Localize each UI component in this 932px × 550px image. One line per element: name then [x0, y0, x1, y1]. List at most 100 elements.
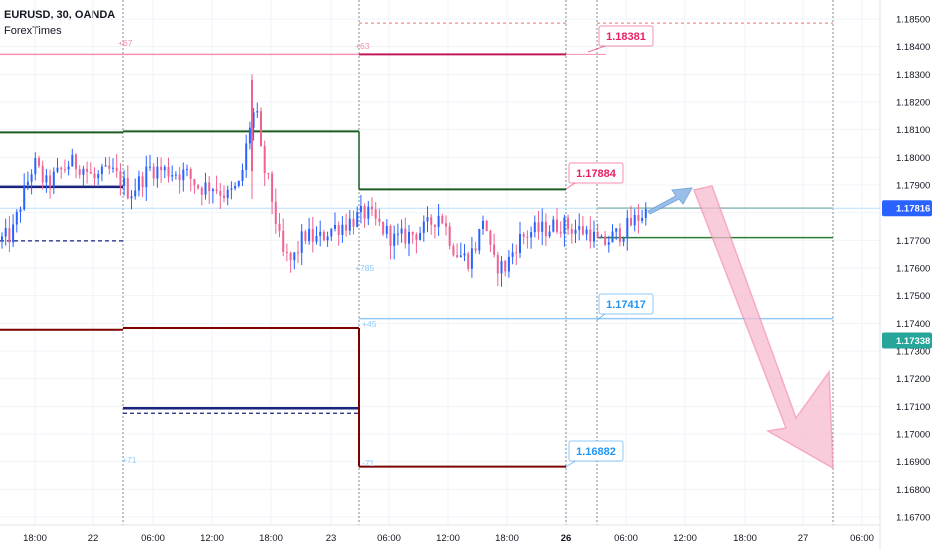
candle-body	[52, 171, 55, 187]
candle-body	[522, 233, 525, 237]
y-tick-label: 1.18000	[896, 153, 930, 164]
candle-body	[293, 252, 296, 261]
y-tick-label: 1.18300	[896, 70, 930, 81]
candle-body	[182, 169, 185, 181]
candle-body	[248, 127, 251, 144]
x-tick-label: 06:00	[377, 533, 401, 544]
y-tick-label: 1.18400	[896, 42, 930, 53]
candle-body	[152, 166, 155, 179]
candle-body	[315, 235, 318, 242]
candle-body	[359, 205, 362, 213]
candle-body	[511, 252, 514, 257]
candle-body	[445, 223, 447, 227]
x-tick-label: 18:00	[23, 533, 47, 544]
candle-body	[574, 229, 577, 234]
candle-body	[478, 229, 481, 251]
candle-body	[415, 234, 418, 240]
level-annotation: +71	[122, 455, 137, 465]
candle-body	[567, 217, 570, 230]
candle-body	[112, 167, 114, 169]
candle-body	[137, 176, 140, 191]
candle-body	[563, 217, 566, 234]
level-label-box	[568, 162, 624, 184]
x-tick-label: 06:00	[141, 533, 165, 544]
candle-body	[241, 169, 244, 181]
level-label-box	[598, 293, 654, 315]
candle-body	[200, 188, 203, 195]
level-connector	[596, 313, 606, 321]
candle-body	[456, 255, 459, 257]
candle-body	[38, 158, 40, 166]
candle-body	[644, 209, 647, 218]
candle-body	[337, 224, 340, 235]
candle-body	[23, 185, 26, 210]
y-tick-label: 1.17000	[896, 430, 930, 441]
forecast-down-arrow	[692, 185, 834, 470]
y-tick-label: 1.17700	[896, 236, 930, 247]
candle-body	[34, 158, 37, 175]
level-label-box	[568, 440, 624, 462]
candle-body	[26, 181, 29, 186]
candle-body	[367, 206, 370, 219]
candle-body	[149, 166, 151, 168]
candle-body	[289, 252, 292, 261]
candle-body	[404, 228, 407, 244]
candle-body	[541, 221, 544, 232]
candle-body	[489, 230, 492, 245]
forecast-up-arrow	[647, 187, 693, 215]
x-tick-label: 18:00	[495, 533, 519, 544]
level-annotation: +45	[362, 319, 377, 329]
x-tick-label: 06:00	[850, 533, 874, 544]
candle-body	[371, 206, 373, 210]
x-tick-label: 18:00	[259, 533, 283, 544]
candle-body	[71, 154, 74, 167]
candle-body	[304, 231, 307, 242]
candle-body	[393, 233, 396, 246]
candle-body	[548, 231, 551, 237]
level-connector	[565, 182, 576, 190]
candle-body	[607, 242, 610, 245]
candle-body	[533, 222, 536, 233]
candle-body	[100, 166, 103, 175]
candle-body	[611, 231, 614, 243]
candle-body	[167, 166, 170, 177]
candle-body	[334, 224, 336, 229]
candle-body	[604, 236, 607, 245]
candle-body	[430, 217, 433, 225]
candle-body	[544, 221, 547, 237]
candle-body	[581, 226, 584, 235]
level-label-box	[598, 25, 654, 47]
y-tick-label: 1.18500	[896, 15, 930, 26]
candle-body	[378, 218, 381, 223]
candle-body	[419, 232, 422, 240]
candle-body	[589, 229, 592, 242]
candle-body	[211, 189, 214, 192]
candle-body	[596, 231, 599, 239]
candle-body	[463, 253, 466, 256]
candle-body	[278, 223, 281, 231]
candle-body	[108, 165, 111, 169]
candle-body	[633, 214, 636, 226]
candle-body	[234, 185, 237, 189]
candle-body	[618, 228, 621, 242]
x-tick-label: 12:00	[436, 533, 460, 544]
candle-body	[86, 168, 89, 172]
candle-body	[174, 174, 177, 176]
candle-body	[374, 209, 377, 219]
y-tick-label: 1.16700	[896, 513, 930, 524]
candle-body	[208, 182, 211, 192]
x-tick-label: 18:00	[733, 533, 757, 544]
candle-body	[82, 168, 85, 175]
x-tick-label: 27	[798, 533, 809, 544]
candle-body	[123, 178, 126, 187]
candle-body	[507, 256, 510, 272]
candle-body	[585, 229, 588, 235]
candle-body	[89, 171, 92, 174]
candle-body	[637, 214, 640, 221]
candle-body	[433, 224, 436, 227]
x-tick-label: 06:00	[614, 533, 638, 544]
candle-body	[145, 166, 148, 188]
price-badge-label: 1.17816	[896, 204, 930, 215]
y-tick-label: 1.18200	[896, 98, 930, 109]
